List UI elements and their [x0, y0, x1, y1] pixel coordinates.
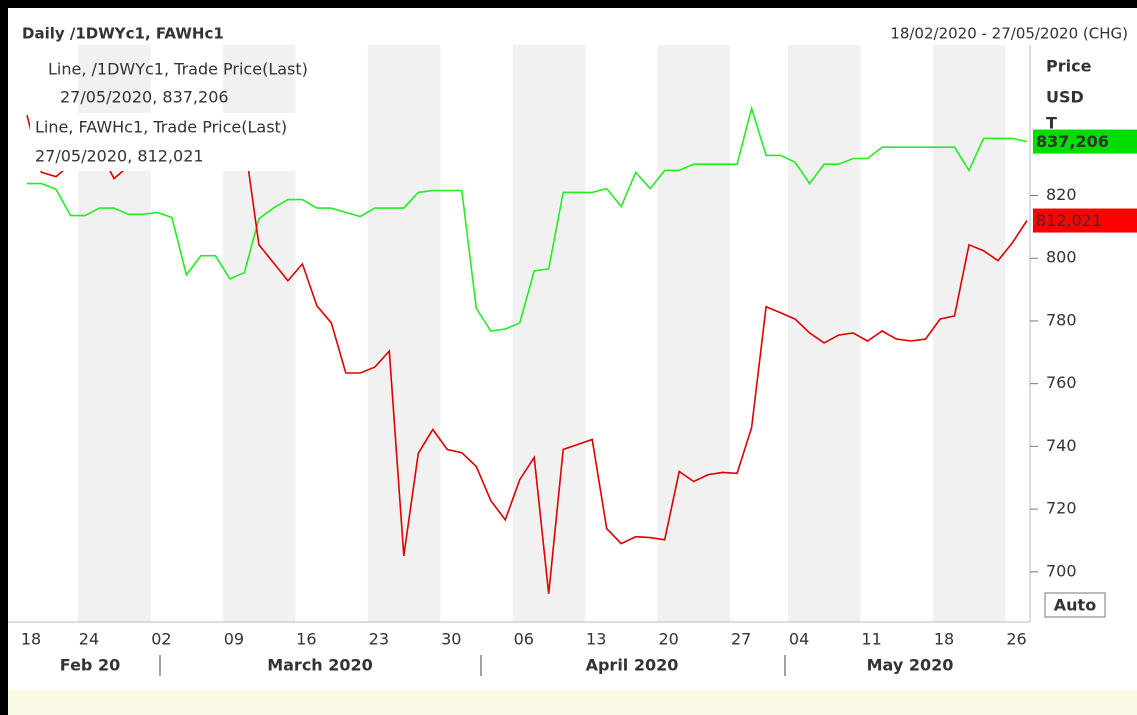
auto-button[interactable]: Auto	[1044, 592, 1106, 618]
month-label: April 2020	[586, 656, 679, 675]
x-tick-label: 24	[79, 630, 99, 649]
legend-detail: 27/05/2020, 837,206	[60, 88, 229, 107]
week-band	[657, 45, 731, 622]
y-tick-label: 780	[1046, 310, 1077, 329]
legend-entry: Line, FAWHc1, Trade Price(Last)	[35, 118, 287, 137]
button-frame[interactable]	[1044, 592, 1106, 618]
footer-strip	[8, 690, 1137, 715]
legend-bg	[30, 113, 350, 171]
x-tick-label: 09	[224, 630, 244, 649]
legend-entry: Line, /1DWYc1, Trade Price(Last)	[48, 60, 308, 79]
last-value-box	[1033, 129, 1137, 154]
week-band	[512, 45, 586, 622]
x-tick-label: 11	[861, 630, 881, 649]
x-tick-label: 30	[441, 630, 461, 649]
y-axis-label: Price	[1046, 57, 1092, 76]
month-label: March 2020	[267, 656, 373, 675]
x-tick-label: 06	[514, 630, 534, 649]
x-tick-label: 20	[659, 630, 679, 649]
x-tick-label: 02	[151, 630, 171, 649]
y-tick-label: 700	[1046, 561, 1077, 580]
x-tick-label: 18	[934, 630, 954, 649]
last-value-label: 812,021	[1036, 211, 1102, 230]
legend-detail: 27/05/2020, 812,021	[35, 147, 204, 166]
y-tick-label: 740	[1046, 436, 1077, 455]
series-line	[27, 105, 1028, 332]
button-label[interactable]: Auto	[1054, 596, 1096, 615]
x-tick-label: 26	[1006, 630, 1026, 649]
x-tick-label: 13	[586, 630, 606, 649]
week-band	[367, 45, 441, 622]
month-label: Feb 20	[60, 656, 120, 675]
date-range: 18/02/2020 - 27/05/2020 (CHG)	[890, 25, 1128, 43]
last-value-box	[1033, 208, 1137, 233]
chart-title: Daily /1DWYc1, FAWHc1	[22, 25, 224, 43]
x-tick-label: 27	[731, 630, 751, 649]
frame	[0, 0, 8, 715]
y-tick-label: 720	[1046, 499, 1077, 518]
y-tick-label: 760	[1046, 373, 1077, 392]
x-tick-label: 23	[369, 630, 389, 649]
y-axis-unit: USD	[1046, 88, 1084, 107]
y-tick-label: 820	[1046, 185, 1077, 204]
y-tick-label: 800	[1046, 248, 1077, 267]
frame	[0, 0, 1137, 8]
month-label: May 2020	[867, 656, 954, 675]
y-axis-extra: T	[1046, 114, 1057, 133]
week-band	[933, 45, 1006, 622]
x-tick-label: 16	[296, 630, 316, 649]
x-tick-label: 18	[21, 630, 41, 649]
x-tick-label: 04	[789, 630, 809, 649]
last-value-label: 837,206	[1036, 132, 1109, 151]
